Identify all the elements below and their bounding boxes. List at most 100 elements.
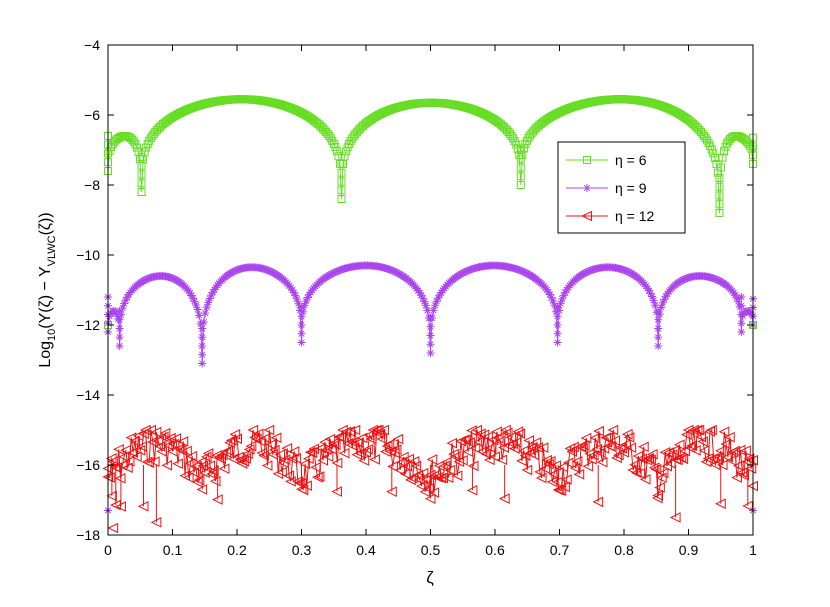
data-point	[115, 315, 124, 324]
data-point	[340, 426, 352, 438]
data-point	[263, 424, 275, 436]
data-point	[105, 453, 117, 464]
data-point	[516, 163, 525, 172]
legend-marker	[583, 184, 591, 192]
data-point	[740, 445, 751, 457]
data-point	[414, 474, 425, 486]
data-point	[555, 306, 564, 315]
y-axis-label-mid: (Y(ζ) − Y	[37, 266, 54, 329]
data-point	[458, 269, 467, 278]
data-point	[711, 454, 723, 466]
data-point	[512, 426, 524, 437]
data-point	[434, 293, 443, 302]
data-point	[647, 448, 658, 460]
data-point	[618, 447, 629, 458]
data-point	[169, 274, 178, 283]
data-point	[715, 182, 724, 191]
data-point	[715, 200, 724, 209]
data-point	[115, 342, 124, 350]
data-point	[385, 265, 394, 274]
data-point	[494, 435, 506, 447]
data-point	[702, 453, 714, 464]
data-point	[115, 333, 124, 342]
data-point	[137, 501, 149, 512]
data-point	[645, 454, 656, 466]
data-point	[582, 268, 591, 277]
data-point	[228, 268, 237, 277]
data-point	[432, 297, 441, 306]
data-point	[365, 433, 377, 445]
data-point	[346, 439, 357, 451]
data-point	[349, 424, 361, 436]
data-point	[706, 424, 717, 436]
data-point	[415, 288, 424, 297]
data-point	[731, 291, 740, 300]
data-point	[391, 267, 400, 276]
data-point	[547, 293, 556, 302]
data-point	[297, 329, 306, 338]
data-point	[263, 266, 272, 275]
data-point	[340, 152, 349, 161]
data-point	[125, 432, 137, 443]
data-point	[715, 498, 726, 510]
data-point	[355, 448, 366, 459]
data-point	[489, 451, 500, 463]
data-point	[297, 321, 306, 329]
data-point	[337, 195, 346, 203]
data-point	[233, 265, 242, 274]
data-point	[473, 436, 484, 448]
data-point	[630, 467, 642, 479]
data-point	[297, 303, 306, 312]
data-point	[118, 303, 127, 312]
data-point	[187, 291, 196, 300]
data-point	[123, 456, 135, 467]
data-point	[654, 324, 663, 333]
data-point	[704, 426, 715, 437]
data-point	[605, 441, 617, 453]
data-point	[256, 447, 268, 459]
data-point	[120, 444, 131, 456]
data-point	[664, 458, 676, 469]
series-3	[102, 424, 758, 534]
data-point	[386, 265, 395, 274]
data-point	[268, 268, 277, 277]
data-point	[654, 342, 663, 350]
data-point	[360, 447, 371, 458]
data-point	[198, 350, 207, 359]
data-point	[699, 445, 710, 456]
x-tick-label: 0.6	[485, 542, 505, 558]
data-point	[140, 424, 151, 436]
data-point	[595, 447, 606, 459]
data-point	[737, 310, 746, 319]
data-point	[140, 276, 149, 285]
legend-marker	[581, 210, 592, 222]
data-point	[303, 293, 312, 302]
data-point	[362, 444, 373, 455]
data-point	[254, 435, 266, 447]
data-point	[532, 442, 543, 453]
data-point	[137, 170, 146, 179]
data-point	[535, 472, 547, 484]
y-tick-label: −12	[76, 317, 100, 333]
legend-item: η = 12	[566, 208, 655, 224]
data-point	[197, 460, 208, 472]
data-point	[299, 458, 311, 470]
data-point	[561, 474, 572, 485]
data-point	[165, 432, 176, 444]
y-tick-label: −8	[84, 177, 100, 193]
data-point	[319, 436, 330, 448]
data-point	[578, 440, 590, 451]
data-point	[204, 460, 216, 471]
data-point	[240, 453, 251, 464]
data-point	[441, 456, 452, 468]
data-point	[496, 454, 508, 466]
data-point	[137, 153, 146, 161]
data-point	[680, 275, 689, 284]
data-point	[338, 447, 350, 459]
data-point	[539, 463, 551, 474]
data-point	[734, 444, 746, 456]
data-point	[358, 455, 370, 466]
data-point	[484, 454, 495, 466]
data-point	[115, 324, 124, 333]
